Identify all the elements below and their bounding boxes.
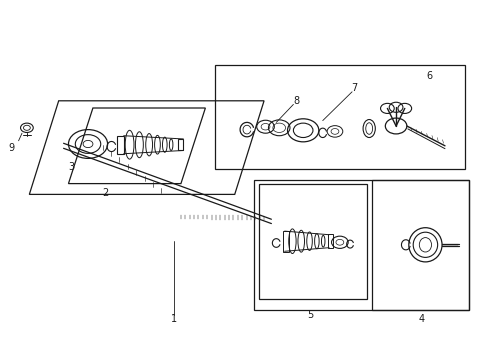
Text: 2: 2 bbox=[102, 188, 108, 198]
Text: 7: 7 bbox=[351, 83, 357, 93]
Bar bbox=[327, 234, 332, 248]
Bar bbox=[178, 139, 183, 150]
Text: 1: 1 bbox=[170, 314, 176, 324]
Bar bbox=[283, 231, 288, 252]
Text: 9: 9 bbox=[9, 143, 15, 153]
Bar bbox=[117, 136, 123, 154]
Text: 4: 4 bbox=[418, 314, 424, 324]
Text: 5: 5 bbox=[307, 310, 313, 320]
Text: 8: 8 bbox=[293, 96, 299, 106]
Text: 3: 3 bbox=[68, 162, 74, 172]
Text: 6: 6 bbox=[426, 71, 431, 81]
